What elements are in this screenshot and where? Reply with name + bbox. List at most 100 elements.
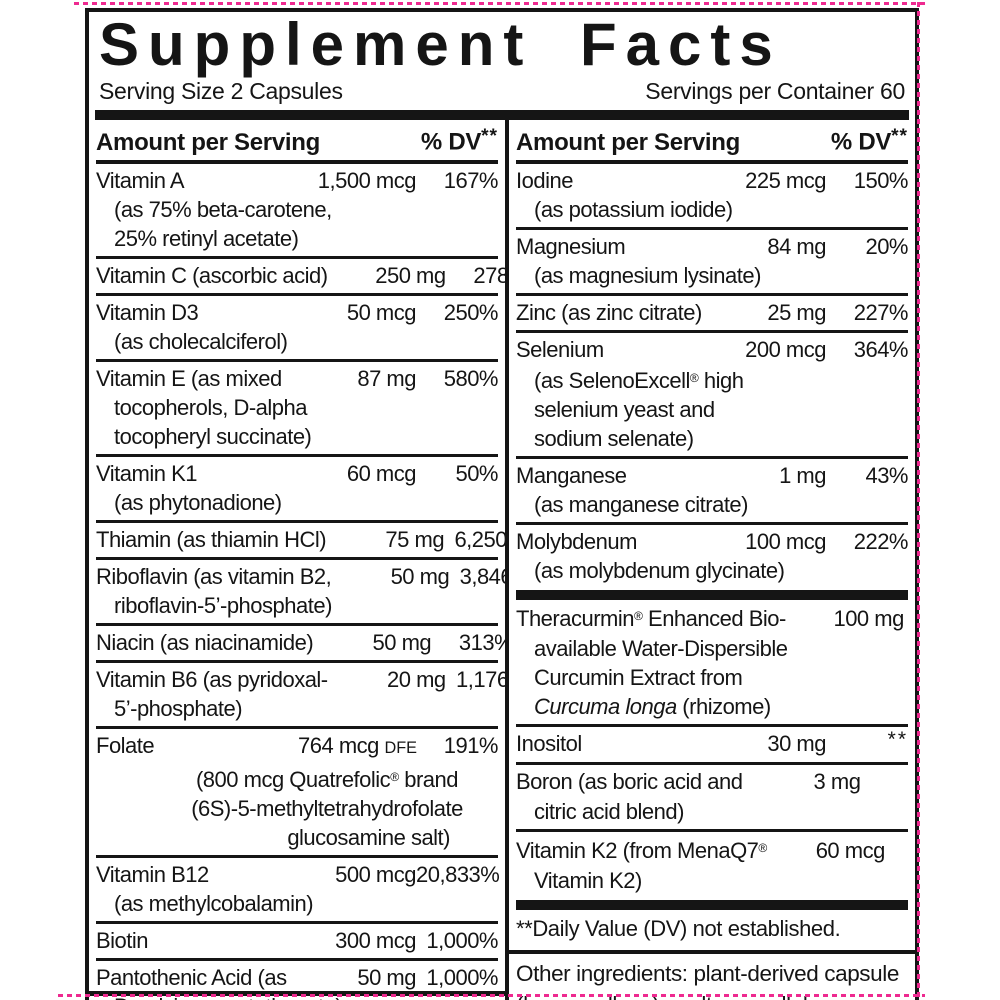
nutrient-row: Vitamin B12 500 mcg 20,833% (as methylcobal… [96, 854, 500, 921]
nutrient-amount: 30 mg [767, 730, 826, 756]
dv-header-label: % DV** [830, 126, 908, 156]
nutrient-subline: glucosamine salt) [287, 824, 450, 850]
nutrient-row-main: Thiamin (as thiamin HCl) 75 mg 6,250% [96, 525, 505, 554]
nutrient-dv: 20% [865, 233, 908, 259]
nutrient-name: Vitamin A [96, 167, 185, 193]
nutrient-name: Niacin (as niacinamide) [96, 629, 314, 655]
nutrient-row-main: Biotin 300 mcg 1,000% [96, 926, 499, 955]
nutrient-row: Niacin (as niacinamide) 50 mg 313% [96, 622, 505, 660]
nutrient-subline: selenium yeast and [534, 396, 715, 422]
nutrient-row: Manganese 1 mg 43% (as manganese citrate) [516, 455, 909, 522]
nutrient-dv: 1,176% [456, 666, 509, 692]
left-rows: Vitamin A 1,500 mcg 167% (as 75% beta-carot… [96, 164, 505, 1000]
nutrient-subline: riboflavin-5’-phosphate) [114, 592, 332, 618]
nutrient-subline: (6S)-5-methyltetrahydrofolate [191, 795, 463, 821]
nutrient-amount: 100 mg [833, 605, 904, 631]
nutrient-row-main: Vitamin A 1,500 mcg 167% [96, 166, 499, 195]
nutrient-amount: 100 mcg [745, 528, 826, 554]
nutrient-name: Selenium [516, 336, 604, 362]
nutrient-amount: 50 mg [372, 629, 432, 655]
nutrient-subline: (as phytonadione) [114, 489, 282, 515]
nutrient-subline: (as molybdenum glycinate) [534, 557, 785, 583]
nutrient-dv: ** [904, 600, 915, 629]
nutrient-subline: (as magnesium lysinate) [534, 262, 761, 288]
nutrient-name: Folate [96, 732, 155, 758]
nutrient-dv: 580% [443, 365, 499, 391]
nutrient-row-main: Vitamin E (as mixed 87 mg 580% [96, 364, 499, 393]
nutrient-name: Thiamin (as thiamin HCl) [96, 526, 327, 552]
nutrient-name: Magnesium [516, 233, 626, 259]
nutrient-dv: 313% [458, 629, 509, 655]
nutrient-amount: 300 mcg [335, 927, 416, 953]
nutrient-row: Vitamin K2 (from MenaQ7®60 mcg**Vitamin … [516, 828, 908, 898]
footnote-divider-bar [516, 899, 908, 910]
nutrient-subline: Curcuma longa (rhizome) [534, 693, 771, 719]
nutrient-subline: available Water-Dispersible [534, 635, 788, 661]
nutrient-subline: (as SelenoExcell® high [534, 367, 744, 393]
nutrient-row: Inositol 30 mg ** [516, 723, 908, 762]
nutrient-subline: Curcumin Extract from [534, 664, 743, 690]
nutrient-dv: 278% [473, 262, 509, 288]
nutrient-name: Manganese [516, 462, 627, 488]
nutrient-row-main: Pantothenic Acid (as 50 mg 1,000% [96, 963, 499, 992]
nutrient-name: Theracurmin® Enhanced Bio- [516, 605, 786, 631]
nutrient-name: Vitamin B12 [96, 861, 209, 887]
section-divider-bar [516, 589, 908, 600]
nutrient-row-main: Molybdenum 100 mcg 222% [516, 527, 909, 556]
nutrient-dv: 20,833% [416, 861, 500, 887]
serving-size: Serving Size 2 Capsules [99, 78, 343, 104]
nutrient-subline: (as potassium iodide) [534, 196, 733, 222]
header-bar [95, 110, 909, 120]
nutrient-name: Vitamin E (as mixed [96, 365, 282, 391]
nutrient-row-main: Vitamin B6 (as pyridoxal-20 mg1,176% [96, 665, 505, 694]
nutrient-subline: citric acid blend) [534, 798, 684, 824]
daily-value-footnote: **Daily Value (DV) not established. [516, 915, 841, 941]
supplement-facts-panel: Supplement Facts Serving Size 2 Capsules… [85, 8, 919, 1000]
nutrient-row: Vitamin E (as mixed 87 mg 580% tocopherols,… [96, 358, 499, 454]
nutrient-name: Riboflavin (as vitamin B2, [96, 563, 332, 589]
nutrient-name: Vitamin K2 (from MenaQ7® [516, 837, 767, 863]
nutrient-name: Molybdenum [516, 528, 637, 554]
nutrient-row: Folate 764 mcg DFE 191% (800 mcg Quatrefoli… [96, 725, 499, 855]
nutrient-row-main: Vitamin K2 (from MenaQ7®60 mcg** [516, 834, 908, 866]
nutrient-dv: ** [887, 727, 908, 751]
nutrient-dv: 227% [853, 299, 909, 325]
nutrient-row: Biotin 300 mcg 1,000% [96, 920, 499, 958]
servings-per-container: Servings per Container 60 [645, 78, 905, 104]
nutrient-row: Theracurmin® Enhanced Bio-100 mg**availa… [516, 600, 908, 724]
dv-header-label: % DV** [420, 126, 498, 156]
nutrient-name: Vitamin C (ascorbic acid) [96, 262, 328, 288]
nutrient-amount: 50 mg [357, 964, 416, 990]
nutrient-subline: (as cholecalciferol) [114, 328, 288, 354]
nutrient-name: Vitamin D3 [96, 299, 199, 325]
nutrient-amount: 84 mg [767, 233, 826, 259]
nutrient-name: Iodine [516, 167, 573, 193]
nutrient-row: Zinc (as zinc citrate) 25 mg 227% [516, 292, 909, 330]
panel-title: Supplement Facts [99, 11, 782, 78]
nutrient-amount: 250 mg [375, 262, 446, 288]
nutrient-dv: 167% [443, 167, 499, 193]
nutrient-row-main: Manganese 1 mg 43% [516, 461, 909, 490]
nutrient-row: Vitamin A 1,500 mcg 167% (as 75% beta-carot… [96, 164, 499, 256]
nutrient-dv: ** [885, 832, 915, 861]
right-column-header: Amount per Serving % DV** [516, 120, 908, 164]
nutrient-row-main: Selenium 200 mcg 364% [516, 335, 909, 364]
nutrient-subline: sodium selenate) [534, 425, 694, 451]
left-column: Amount per Serving % DV** Vitamin A 1,500… [89, 120, 509, 1000]
nutrient-row: Vitamin B6 (as pyridoxal-20 mg1,176%5’-p… [96, 659, 505, 726]
nutrient-row-main: Vitamin D3 50 mcg 250% [96, 298, 499, 327]
nutrient-amount: 50 mcg [346, 299, 417, 325]
footer-divider [509, 949, 915, 954]
right-column: Amount per Serving % DV** Iodine 225 mcg 1… [509, 120, 915, 1000]
nutrient-dv: 1,000% [426, 964, 498, 990]
nutrient-dv: 43% [865, 462, 908, 488]
nutrient-name: Zinc (as zinc citrate) [516, 299, 702, 325]
nutrient-dv: 3,846% [459, 563, 505, 589]
nutrient-dv: 250% [443, 299, 499, 325]
nutrient-amount: 225 mcg [745, 167, 826, 193]
nutrient-subline: 25% retinyl acetate) [114, 225, 299, 251]
nutrient-dv: 150% [853, 167, 909, 193]
nutrient-row-main: Folate 764 mcg DFE 191% [96, 731, 499, 763]
nutrient-dv: 50% [455, 460, 498, 486]
